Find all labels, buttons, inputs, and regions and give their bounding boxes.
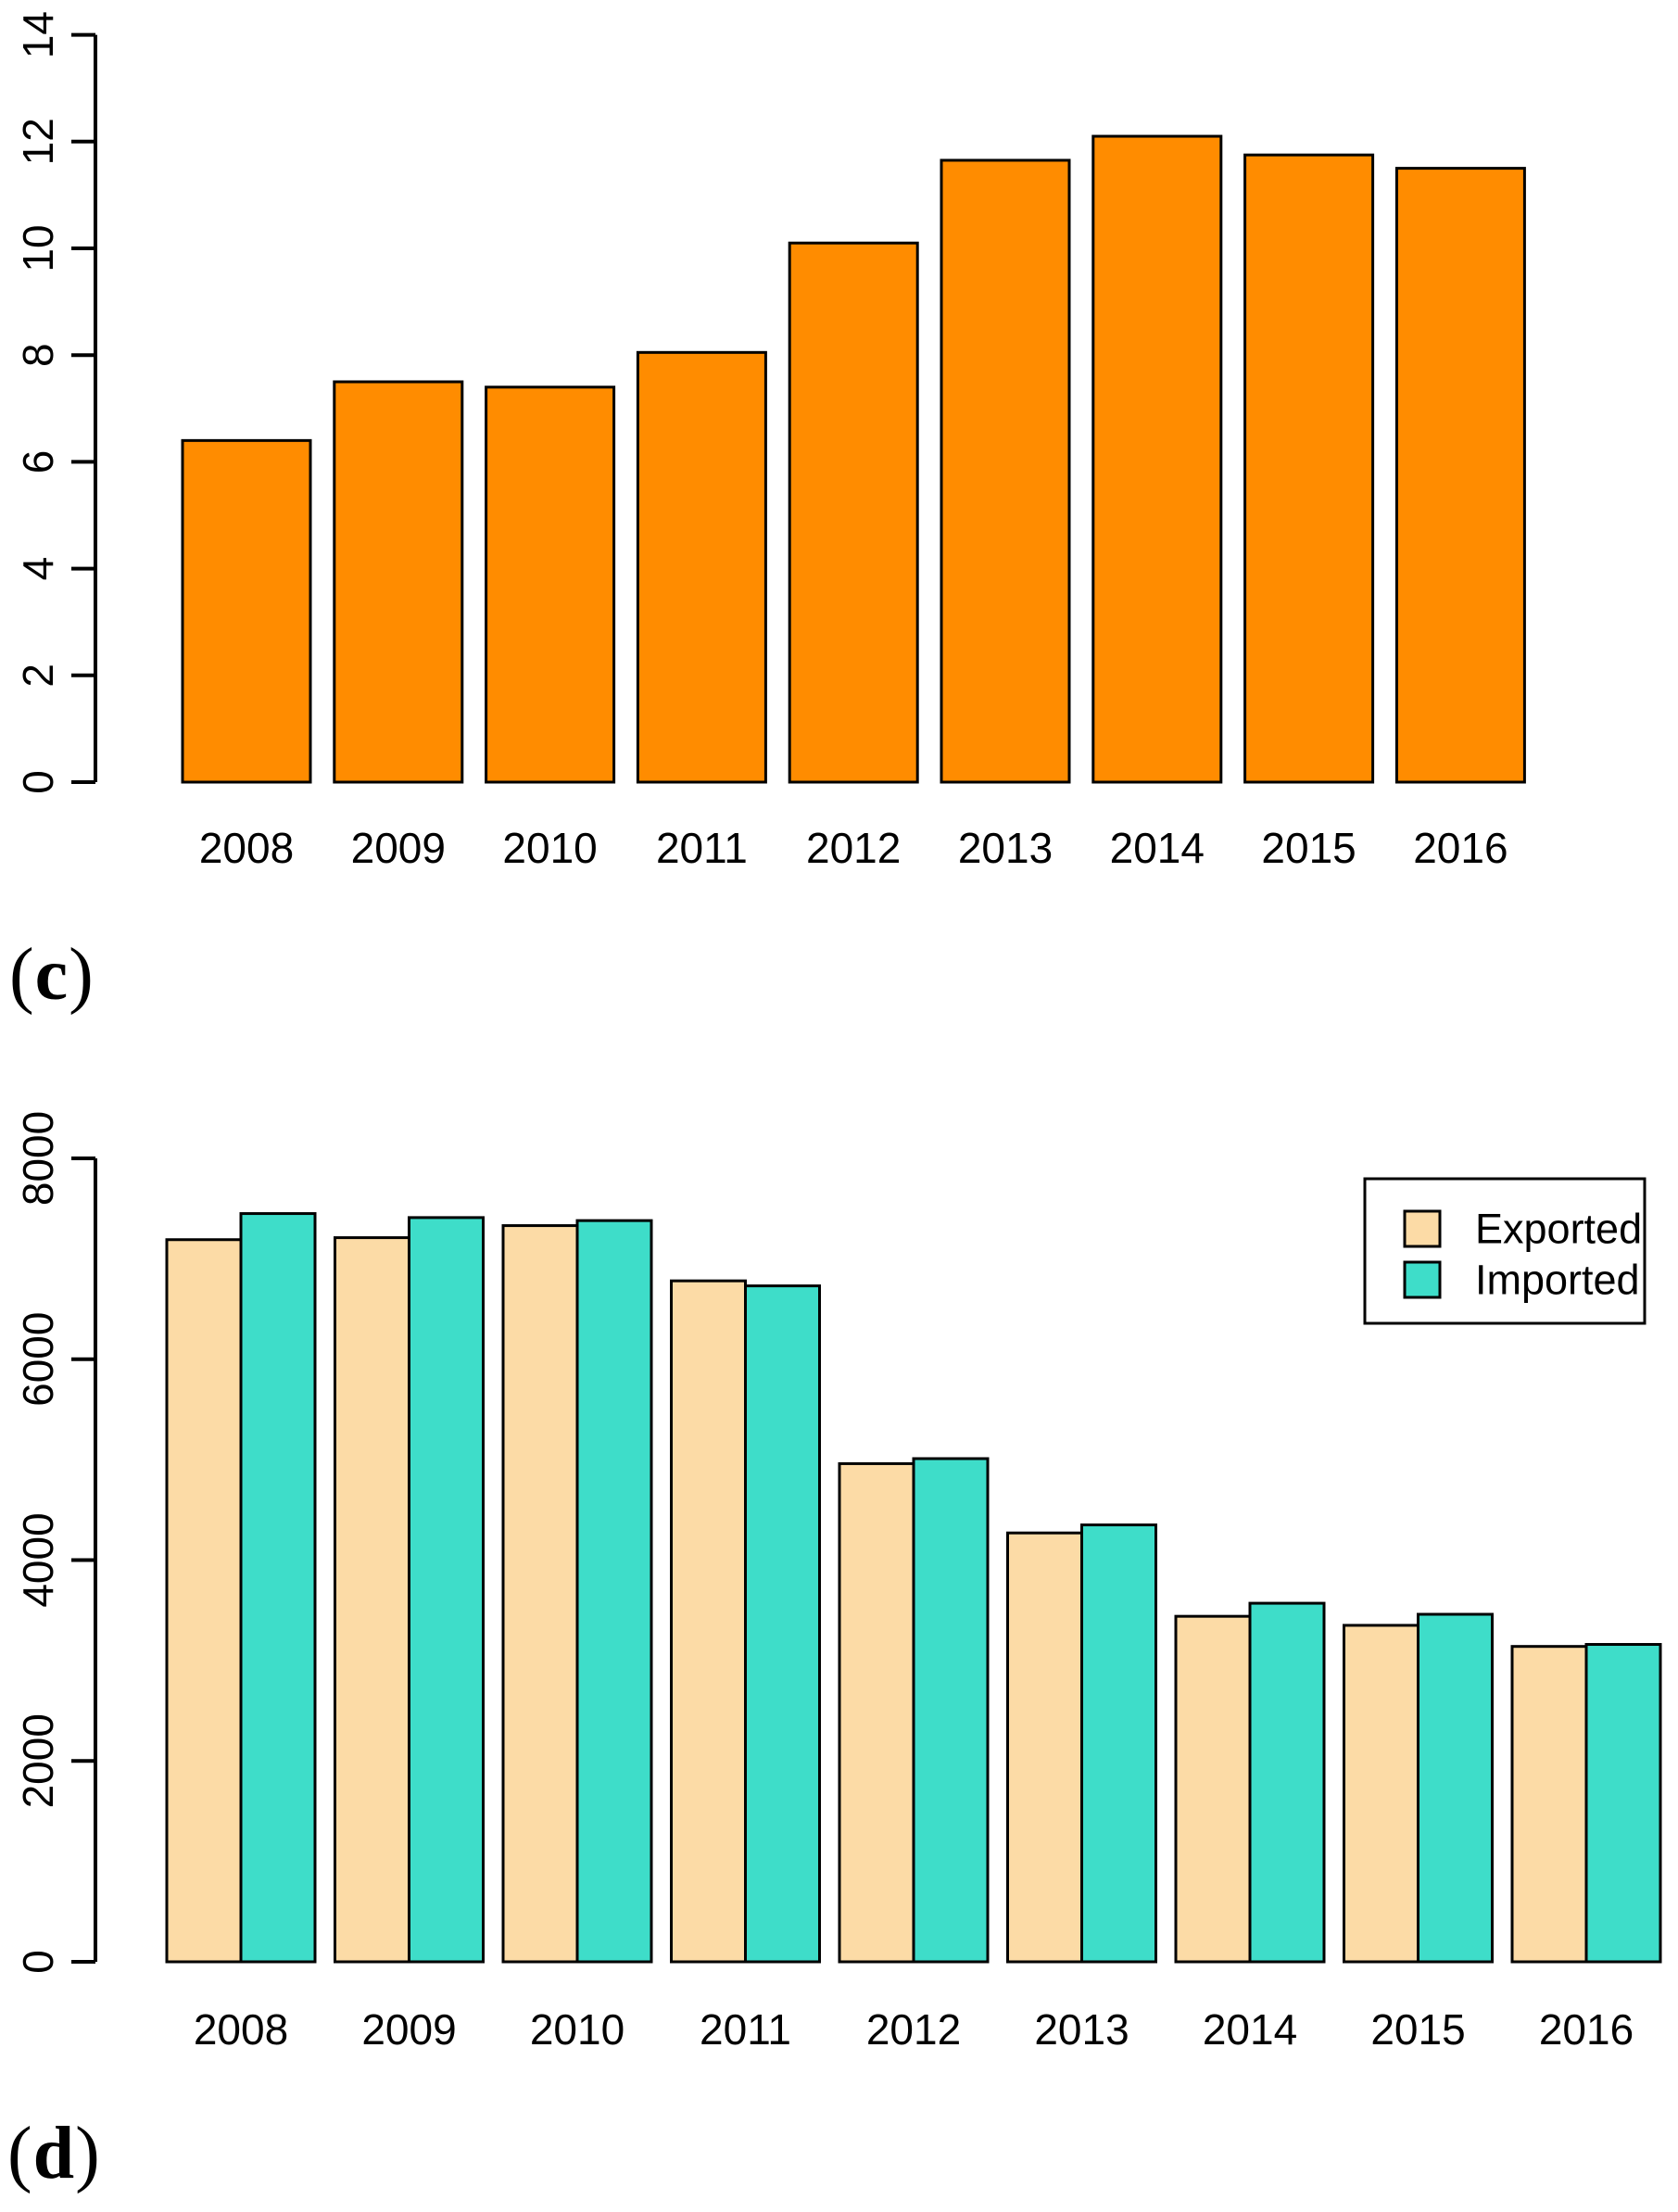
y-tick-label-d-4000: 4000 [14,1512,62,1607]
panel-label-d: (d) [7,2117,101,2191]
bar-2011-exported [670,1279,747,1964]
bar-2013-imported [1080,1523,1157,1964]
y-tick-label-c-14: 14 [14,11,62,58]
legend-label-imported: Imported [1475,1257,1640,1304]
y-tick-label-d-2000: 2000 [14,1713,62,1808]
x-label-d-2008: 2008 [194,2005,288,2054]
x-label-d-2009: 2009 [361,2005,456,2054]
bar-2014-exported [1174,1614,1252,1964]
x-label-d-2013: 2013 [1034,2005,1129,2054]
y-tick-label-c-8: 8 [14,343,62,367]
y-tick-label-d-0: 0 [14,1950,62,1974]
y-tick-label-c-0: 0 [14,770,62,794]
bar-2013 [940,158,1071,784]
panel-label-c: (c) [9,938,95,1012]
x-label-c-2013: 2013 [958,824,1053,872]
y-tick-label-c-10: 10 [14,224,62,272]
y-tick-label-c-12: 12 [14,118,62,165]
legend-box [1363,1177,1646,1325]
x-label-c-2009: 2009 [351,824,446,872]
bar-2014 [1091,134,1223,784]
x-label-c-2016: 2016 [1413,824,1508,872]
bar-2015-exported [1343,1624,1419,1964]
x-label-c-2008: 2008 [199,824,294,872]
chart-c-canvas: 0 2 4 6 8 10 12 14 2008 2009 2010 2011 2012 2013 2014 2… [14,11,1526,872]
bar-2016-imported [1584,1643,1662,1964]
bar-2015-imported [1417,1612,1494,1964]
bar-2013-exported [1006,1531,1083,1964]
chart-d-canvas: 0 2000 4000 6000 8000 2008 2009 2010 2011 2012 201… [14,1111,1662,2054]
bar-2008-imported [239,1212,317,1964]
y-tick-label-c-6: 6 [14,450,62,474]
bar-2011 [636,350,767,784]
legend-swatch-exported [1403,1209,1442,1248]
bar-2009-exported [334,1236,410,1964]
x-label-c-2010: 2010 [502,824,597,872]
bar-2009 [333,380,464,784]
y-tick-label-c-4: 4 [14,557,62,581]
legend-swatch-imported [1403,1260,1442,1299]
x-label-c-2015: 2015 [1261,824,1356,872]
bar-2015 [1243,153,1375,784]
bar-2010-imported [575,1219,653,1964]
panel-label-c-close: ) [69,934,95,1016]
x-label-c-2012: 2012 [806,824,901,872]
panel-label-d-open: ( [7,2113,33,2194]
bar-2010 [485,386,616,784]
bar-2014-imported [1248,1601,1326,1964]
bar-2012-exported [838,1461,915,1964]
y-tick-label-d-6000: 6000 [14,1312,62,1407]
legend-label-exported: Exported [1475,1206,1642,1253]
x-label-c-2011: 2011 [656,824,748,872]
y-tick-label-d-8000: 8000 [14,1111,62,1206]
bar-2012 [788,241,919,784]
bar-2012-imported [912,1457,990,1964]
x-label-d-2011: 2011 [700,2005,791,2054]
bar-2016 [1394,167,1526,784]
bar-2008-exported [165,1238,243,1964]
bar-2016-exported [1510,1645,1588,1964]
panel-label-d-close: ) [75,2113,101,2194]
x-label-d-2010: 2010 [530,2005,625,2054]
x-label-d-2012: 2012 [866,2005,961,2054]
panel-label-c-letter: c [34,934,69,1016]
bar-2009-imported [408,1216,485,1964]
panel-label-c-open: ( [9,934,35,1016]
y-tick-label-c-2: 2 [14,664,62,688]
bar-2011-imported [744,1284,821,1964]
x-label-d-2015: 2015 [1370,2005,1465,2054]
panel-label-d-letter: d [32,2113,76,2194]
x-label-c-2014: 2014 [1110,824,1205,872]
bar-2010-exported [501,1224,579,1964]
bar-2008 [181,438,312,784]
x-label-d-2016: 2016 [1539,2005,1634,2054]
x-label-d-2014: 2014 [1203,2005,1297,2054]
